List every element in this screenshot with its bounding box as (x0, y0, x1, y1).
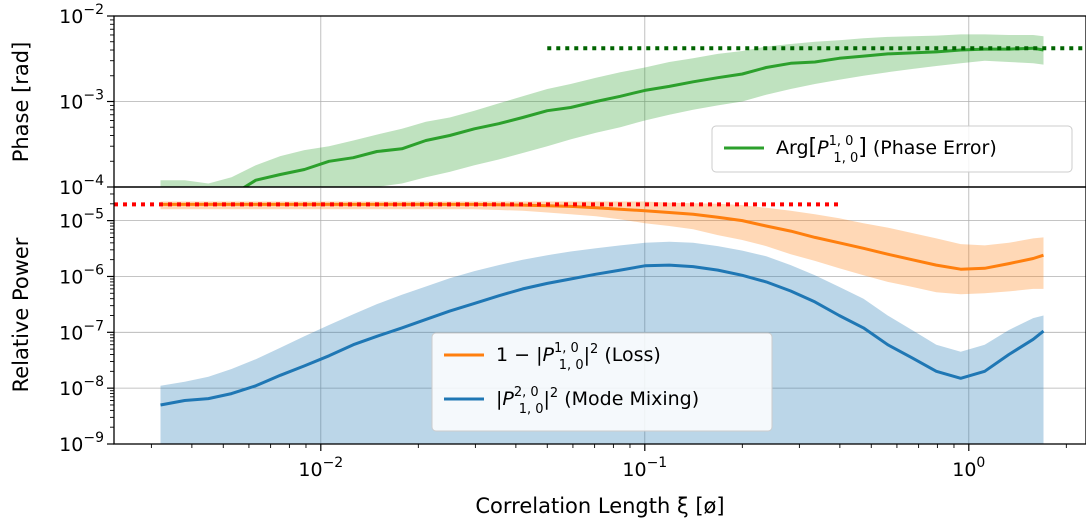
legend: Arg[P1, 0 1, 0] (Phase Error) (711, 125, 1073, 173)
y-tick-label: 10−4 (59, 173, 104, 199)
x-tick-label: 10−1 (622, 455, 667, 481)
plot-area (160, 34, 1086, 187)
x-axis-label: Correlation Length ξ [ø] (475, 494, 724, 518)
y-tick-label: 10−3 (59, 88, 104, 114)
series-line-1 (160, 263, 1045, 407)
top-y-axis-label: Phase [rad] (9, 42, 33, 163)
legend-label: 1 − |P1, 0 1, 0|2 (Loss) (496, 341, 661, 373)
y-axis-ticks: 10−2 10−3 10−4 (59, 2, 114, 199)
legend-box (711, 125, 1073, 173)
x-tick-label: 100 (952, 455, 985, 481)
legend-label: Arg[P1, 0 1, 0] (Phase Error) (776, 134, 997, 166)
phase-panel: 10−2 10−3 10−4 Arg[P1, 0 1, 0] (Phase Error) (59, 2, 1086, 199)
y-tick-label: 10−6 (59, 262, 104, 288)
series-line-0 (242, 46, 1044, 187)
x-axis-ticks: 10−2 10−1 100 (150, 444, 1067, 481)
y-tick-label: 10−5 (59, 207, 104, 233)
y-axis-ticks: 10−5 10−6 10−7 10−8 10−9 (59, 193, 114, 456)
legend-label: |P2, 0 1, 0|2 (Mode Mixing) (496, 385, 699, 417)
y-tick-label: 10−2 (59, 2, 104, 28)
y-tick-label: 10−8 (59, 374, 104, 400)
legend: 1 − |P1, 0 1, 0|2 (Loss) |P2, 0 1, 0|2 (Mod… (431, 332, 773, 432)
legend-box (431, 332, 773, 432)
confidence-band-0 (160, 34, 1044, 187)
confidence-band-0 (160, 201, 1044, 295)
x-tick-label: 10−2 (298, 455, 343, 481)
series-line-0 (160, 202, 1044, 271)
bottom-y-axis-label: Relative Power (9, 237, 33, 392)
y-tick-label: 10−7 (59, 318, 104, 344)
power-panel: 10−5 10−6 10−7 10−8 10−9 1 − |P1, 0 1, 0|2 (Lo… (59, 186, 1086, 456)
y-tick-label: 10−9 (59, 430, 104, 456)
